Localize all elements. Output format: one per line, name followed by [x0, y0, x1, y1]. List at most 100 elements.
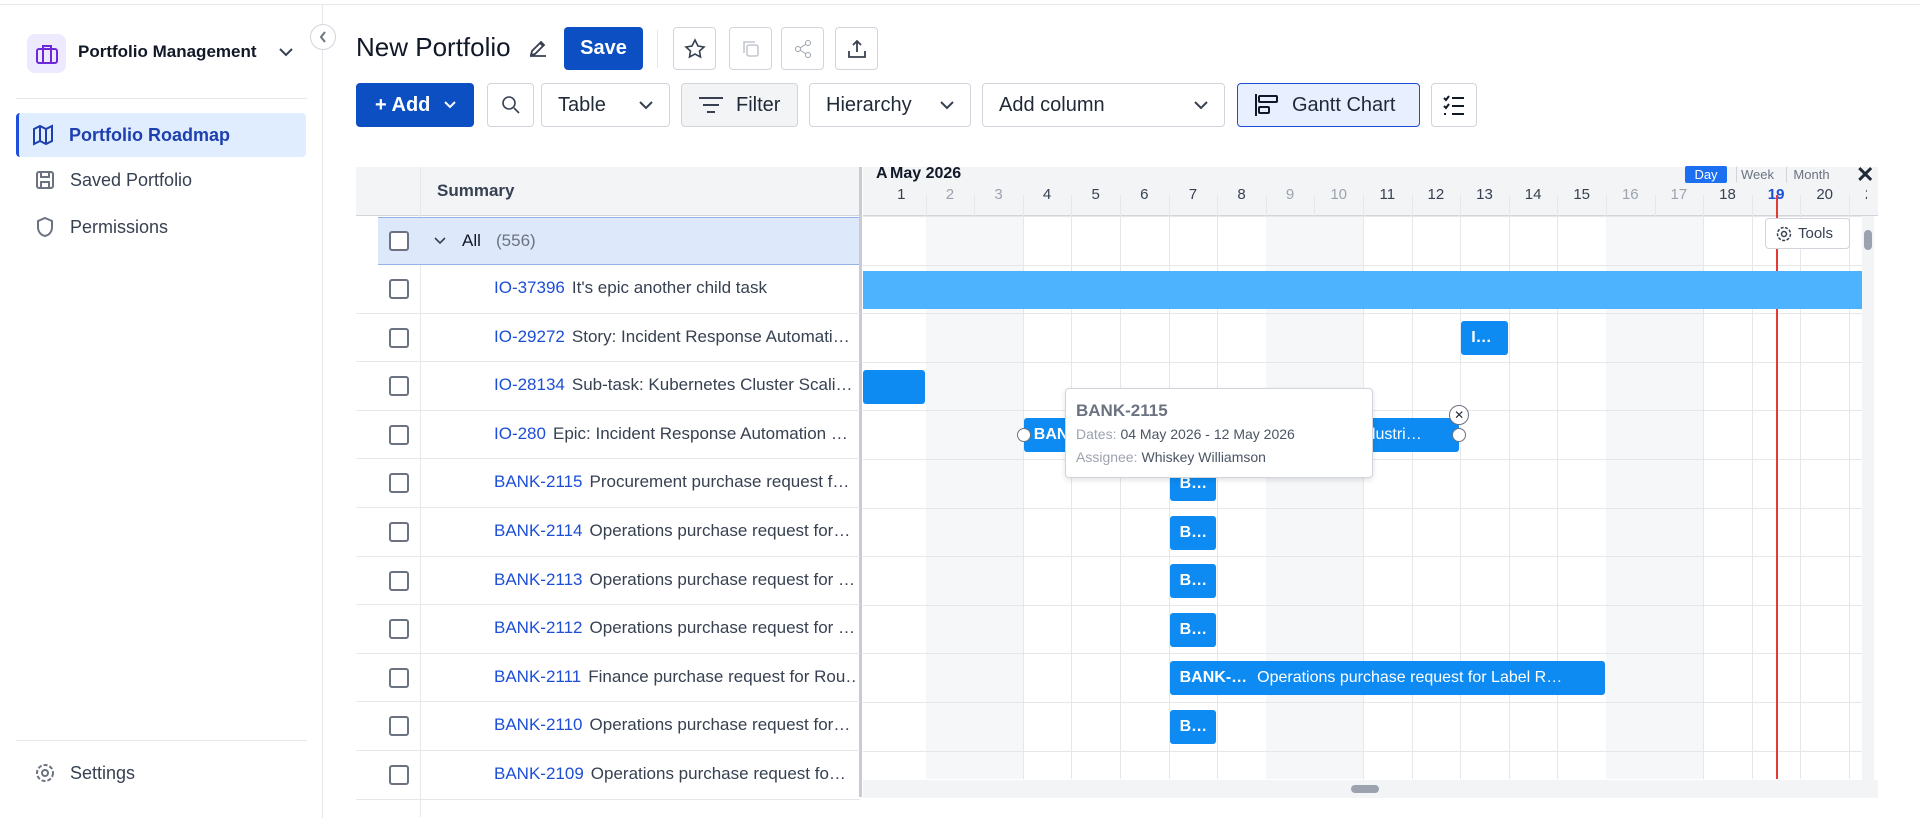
top-border	[0, 4, 1920, 5]
remove-bar[interactable]: ✕	[1449, 405, 1470, 426]
checkbox[interactable]	[389, 473, 409, 494]
scale-option[interactable]: Day	[1685, 166, 1727, 183]
issue-key[interactable]: BANK-2113	[494, 569, 583, 589]
task-bar[interactable]	[863, 270, 1867, 309]
checkbox[interactable]	[389, 570, 409, 591]
row-divider	[863, 653, 1867, 655]
day-label: 17	[1670, 186, 1688, 203]
checkbox[interactable]	[389, 231, 409, 251]
add-button[interactable]: + Add	[356, 83, 474, 127]
checkbox[interactable]	[389, 765, 409, 785]
tools-button[interactable]: Tools	[1765, 218, 1850, 249]
share-button[interactable]	[781, 27, 824, 70]
checkbox[interactable]	[389, 279, 409, 299]
row-summary: IO-280 Epic: Incident Response Automation…	[494, 424, 858, 444]
task-bar[interactable]	[863, 369, 925, 404]
checkbox[interactable]	[389, 522, 409, 542]
save-button[interactable]: Save	[564, 27, 643, 70]
checkbox[interactable]	[389, 619, 409, 640]
issue-key[interactable]: BANK-2112	[494, 618, 583, 638]
settings-link[interactable]: Settings	[70, 762, 136, 783]
row-summary: BANK-2115 Procurement purchase request f…	[494, 472, 858, 492]
resize-handle[interactable]	[1452, 428, 1467, 443]
gantt-button[interactable]: Gantt Chart	[1237, 83, 1420, 127]
group-row	[378, 217, 860, 265]
add-column-select[interactable]: Add column	[982, 83, 1225, 127]
row-divider	[356, 652, 860, 654]
dates-label: Dates:	[1076, 426, 1117, 442]
day-label: 12	[1427, 186, 1445, 203]
checkbox[interactable]	[389, 327, 409, 348]
task-bar[interactable]: I…	[1461, 321, 1508, 356]
nav-icon	[37, 216, 53, 238]
expand-icon[interactable]	[434, 237, 446, 245]
bar-label: B…	[1179, 620, 1208, 638]
row-divider	[356, 458, 860, 460]
issue-key[interactable]: IO-280	[494, 423, 546, 443]
nav-icon	[36, 171, 54, 189]
day-divider	[1703, 195, 1705, 779]
issue-key[interactable]: BANK-2115	[494, 472, 583, 492]
split-handle[interactable]	[859, 167, 862, 797]
issue-key[interactable]: IO-37396	[494, 278, 565, 297]
favorite-button[interactable]	[673, 27, 716, 70]
nav-item[interactable]: Saved Portfolio	[70, 169, 193, 190]
issue-key[interactable]: IO-28134	[494, 375, 565, 395]
issue-key[interactable]: BANK-2109	[494, 764, 584, 783]
v-scrollbar[interactable]	[1862, 216, 1874, 780]
filter-button[interactable]: Filter	[681, 83, 798, 127]
day-divider	[1460, 195, 1462, 779]
issue-summary: It's epic another child task	[571, 278, 767, 297]
row-summary: BANK-2110 Operations purchase request for…	[494, 715, 858, 735]
day-label: 2	[945, 186, 955, 203]
search-button[interactable]	[487, 83, 534, 127]
collapse-button[interactable]	[310, 24, 336, 50]
day-divider	[1022, 195, 1024, 779]
row-divider	[863, 604, 1867, 606]
nav-item[interactable]: Permissions	[70, 216, 169, 237]
task-bar[interactable]: B…	[1169, 710, 1217, 744]
column-header[interactable]: Summary	[437, 181, 515, 200]
row-summary: IO-28134 Sub-task: Kubernetes Cluster Sca…	[494, 375, 858, 395]
app-logo	[27, 34, 66, 73]
issue-key[interactable]: BANK-2114	[494, 521, 583, 540]
copy-button[interactable]	[729, 27, 772, 70]
day-divider	[1508, 195, 1510, 779]
row-divider	[863, 313, 1867, 315]
issue-key[interactable]: BANK-2110	[494, 715, 583, 735]
row-divider	[356, 361, 860, 363]
task-bar[interactable]: B…	[1169, 612, 1217, 647]
day-divider	[1217, 195, 1219, 779]
issue-key[interactable]: IO-29272	[494, 326, 565, 346]
bar-label: BANK-…	[1179, 669, 1248, 687]
view-select[interactable]: Table	[541, 83, 670, 127]
checkbox[interactable]	[389, 376, 409, 397]
resize-handle[interactable]	[1016, 428, 1031, 443]
app-title[interactable]: Portfolio Management	[78, 42, 257, 61]
day-label: 4	[1042, 186, 1052, 203]
export-button[interactable]	[835, 27, 878, 70]
task-bar[interactable]: B…	[1169, 515, 1217, 550]
scale-option[interactable]: Week	[1736, 166, 1778, 183]
checkbox[interactable]	[389, 716, 409, 737]
row-divider	[356, 701, 860, 703]
row-summary: IO-29272 Story: Incident Response Automat…	[494, 327, 858, 347]
task-bar[interactable]: B…	[1169, 564, 1217, 599]
hierarchy-select[interactable]: Hierarchy	[809, 83, 971, 127]
tooltip: BANK-2115 Dates: 04 May 2026 - 12 May 2026…	[1065, 388, 1373, 478]
checkbox[interactable]	[389, 424, 409, 445]
checklist-button[interactable]	[1431, 83, 1477, 127]
task-bar[interactable]: BANK-… Operations purchase request for La…	[1169, 661, 1605, 696]
scale-option[interactable]: Month	[1786, 166, 1836, 183]
h-scrollbar[interactable]	[863, 780, 1878, 798]
row-summary: BANK-2113 Operations purchase request for…	[494, 570, 858, 590]
day-label: 11	[1379, 186, 1396, 203]
app-menu-chevron[interactable]	[279, 47, 293, 57]
issue-key[interactable]: BANK-2111	[494, 666, 582, 686]
close-gantt[interactable]: ✕	[1856, 162, 1875, 187]
nav-item[interactable]: Portfolio Roadmap	[16, 113, 306, 157]
edit-icon[interactable]	[528, 38, 548, 58]
row-divider	[356, 507, 860, 508]
row-divider	[863, 507, 1867, 509]
checkbox[interactable]	[389, 667, 409, 688]
